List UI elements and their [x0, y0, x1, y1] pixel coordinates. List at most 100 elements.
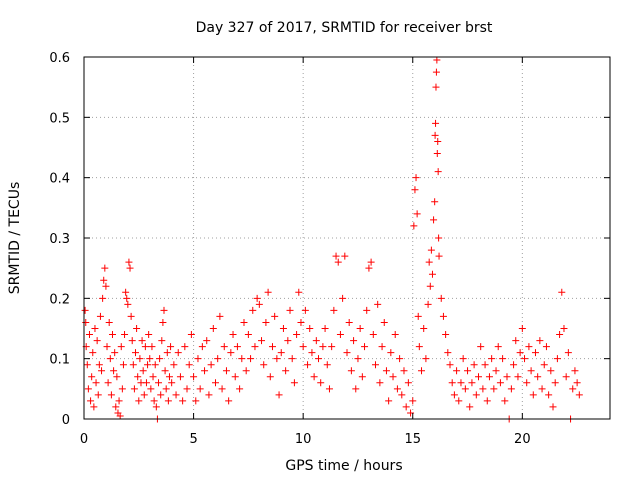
data-point [144, 361, 152, 369]
data-point [147, 385, 155, 393]
data-point [103, 343, 111, 351]
data-point [391, 331, 399, 339]
data-point [282, 367, 290, 375]
data-point [398, 391, 406, 399]
data-point [203, 337, 211, 345]
data-point [488, 355, 496, 363]
data-point [330, 306, 338, 314]
data-point [312, 337, 320, 345]
data-point [288, 355, 296, 363]
data-point [209, 325, 217, 332]
data-point [251, 343, 259, 351]
data-point [126, 264, 134, 272]
y-tick-label: 0 [62, 413, 70, 428]
data-point [284, 337, 292, 345]
data-point [236, 385, 244, 393]
y-tick-label: 0.4 [49, 172, 70, 187]
data-point [152, 403, 160, 411]
data-point [149, 373, 157, 381]
data-point [457, 379, 465, 387]
data-point [176, 373, 184, 381]
data-point [297, 318, 305, 326]
data-point [455, 397, 463, 405]
data-point [113, 373, 121, 381]
y-tick-label: 0.5 [49, 111, 70, 126]
data-point [304, 361, 312, 369]
data-point [433, 56, 441, 64]
data-point [187, 331, 195, 339]
data-point [233, 343, 241, 351]
data-point [461, 385, 469, 393]
data-point [124, 300, 132, 308]
data-point [518, 325, 526, 332]
data-point [503, 373, 511, 381]
data-point [100, 276, 108, 284]
data-point [499, 355, 507, 363]
data-point [475, 373, 482, 381]
data-point [485, 373, 493, 381]
data-point [323, 361, 331, 369]
data-point [93, 337, 101, 345]
chart-title: Day 327 of 2017, SRMTID for receiver brs… [196, 20, 493, 36]
data-point [141, 343, 149, 351]
data-point [170, 361, 178, 369]
data-point [536, 337, 544, 345]
data-point [156, 355, 164, 363]
data-point [140, 391, 148, 399]
data-point [111, 349, 119, 357]
data-point [431, 198, 439, 206]
data-point [99, 294, 107, 302]
data-point [89, 349, 97, 357]
data-point [214, 355, 222, 363]
data-point [432, 68, 440, 76]
data-point [420, 325, 428, 332]
data-point [107, 391, 115, 399]
data-point [163, 349, 171, 357]
data-point [382, 367, 390, 375]
data-point [448, 379, 456, 387]
data-point [428, 270, 436, 278]
data-point [308, 349, 316, 357]
data-point [88, 373, 96, 381]
data-point [240, 318, 248, 326]
data-point [551, 379, 559, 387]
data-point [332, 252, 340, 260]
data-point [317, 379, 325, 387]
data-point [435, 252, 443, 260]
data-point [121, 331, 129, 339]
data-point [450, 391, 458, 399]
data-point [514, 373, 522, 381]
data-point [477, 343, 485, 351]
data-point [573, 379, 581, 387]
data-point [275, 391, 283, 399]
data-point [271, 312, 279, 320]
data-point [334, 258, 342, 266]
data-point [101, 264, 109, 272]
data-point [122, 288, 130, 296]
data-point [160, 306, 168, 314]
data-point [376, 379, 384, 387]
data-point [363, 306, 371, 314]
data-point [569, 385, 577, 393]
data-point [146, 355, 154, 363]
data-point [310, 373, 318, 381]
data-point [104, 379, 112, 387]
data-point [470, 361, 478, 369]
data-point [268, 343, 276, 351]
data-point [196, 385, 204, 393]
data-point [525, 343, 533, 351]
data-point [547, 367, 555, 375]
data-point [159, 318, 167, 326]
data-point [162, 385, 170, 393]
data-point [299, 343, 307, 351]
y-tick-label: 0.3 [49, 232, 70, 247]
data-point [207, 361, 215, 369]
axis-ticks: 0 5 10 15 20 0 0.1 0.2 0.3 0.4 0.5 0.6 [49, 51, 610, 447]
data-point [181, 343, 189, 351]
data-point [82, 318, 90, 326]
data-point [301, 306, 309, 314]
data-point [575, 391, 583, 399]
x-tick-label: 20 [514, 432, 531, 447]
data-point [190, 373, 198, 381]
data-point [494, 343, 502, 351]
